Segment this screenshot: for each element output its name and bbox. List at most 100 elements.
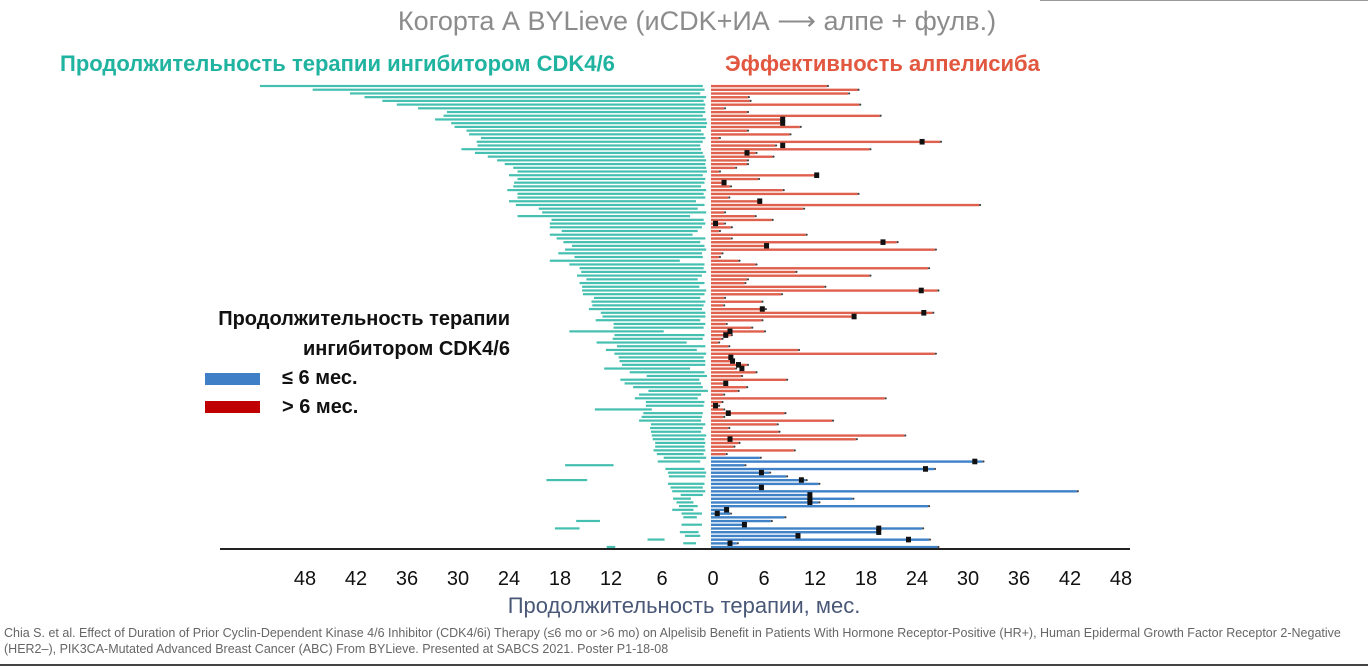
alpelisib-bar bbox=[711, 523, 745, 526]
alpelisib-bar bbox=[711, 267, 929, 270]
cdk46i-bar bbox=[650, 423, 706, 426]
alpelisib-bar bbox=[711, 293, 781, 296]
alpelisib-bar bbox=[711, 456, 760, 460]
progression-marker bbox=[757, 198, 763, 205]
x-tick-label: 36 bbox=[396, 568, 418, 590]
alpelisib-bar bbox=[711, 304, 724, 307]
cdk46i-bar bbox=[579, 267, 704, 270]
censor-marker bbox=[904, 434, 907, 437]
alpelisib-bar bbox=[711, 345, 729, 348]
censor-marker bbox=[824, 285, 827, 288]
censor-marker bbox=[718, 170, 722, 173]
cdk46i-bar bbox=[667, 482, 705, 485]
progression-marker bbox=[713, 220, 719, 227]
cdk46i-bar bbox=[312, 88, 705, 91]
cdk46i-bar bbox=[497, 159, 707, 162]
alpelisib-bar bbox=[711, 159, 747, 162]
progression-marker bbox=[923, 466, 928, 472]
alpelisib-bar bbox=[711, 490, 1077, 493]
cdk46i-bar bbox=[582, 293, 705, 296]
x-axis-label-text: Продолжительность терапии, мес. bbox=[507, 593, 861, 618]
progression-marker bbox=[758, 484, 764, 491]
alpelisib-bar bbox=[711, 434, 905, 437]
alpelisib-bar bbox=[711, 400, 722, 404]
cdk46i-bar bbox=[469, 133, 704, 136]
cdk46i-bar bbox=[480, 136, 706, 140]
censor-marker bbox=[978, 203, 982, 207]
censor-marker bbox=[927, 505, 931, 508]
cdk46i-bar bbox=[443, 114, 703, 117]
censor-marker bbox=[939, 140, 943, 143]
alpelisib-bar bbox=[711, 497, 853, 500]
censor-marker bbox=[754, 215, 757, 218]
cdk46i-bar bbox=[613, 322, 706, 326]
cdk46i-bar bbox=[683, 516, 697, 519]
censor-marker bbox=[859, 103, 862, 106]
cdk46i-bar bbox=[600, 311, 706, 314]
cdk46i-bar bbox=[592, 304, 704, 307]
cdk46i-bar bbox=[571, 244, 705, 247]
x-tick-label: 42 bbox=[1059, 568, 1081, 590]
alpelisib-bar bbox=[711, 542, 737, 545]
censor-marker bbox=[869, 274, 872, 277]
alpelisib-bar bbox=[711, 545, 938, 549]
progression-marker bbox=[780, 116, 786, 123]
censor-marker bbox=[857, 192, 860, 195]
alpelisib-bar bbox=[711, 125, 800, 129]
censor-marker bbox=[746, 363, 750, 366]
alpelisib-bar bbox=[711, 92, 849, 95]
censor-marker bbox=[795, 270, 798, 273]
cdk46i-bar bbox=[509, 200, 696, 203]
progression-marker bbox=[714, 510, 720, 517]
alpelisib-bar bbox=[711, 296, 725, 300]
alpelisib-bar bbox=[711, 363, 747, 367]
alpelisib-bar bbox=[711, 133, 790, 136]
alpelisib-bar bbox=[711, 538, 929, 541]
censor-marker bbox=[725, 452, 728, 456]
cdk46i-bar bbox=[591, 300, 706, 303]
censor-marker bbox=[896, 241, 899, 244]
cdk46i-bar bbox=[435, 118, 707, 121]
legend-label-le6: ≤ 6 мес. bbox=[282, 367, 358, 389]
cdk46i-bar bbox=[652, 438, 705, 441]
alpelisib-bar bbox=[711, 148, 870, 151]
progression-marker bbox=[736, 362, 741, 368]
alpelisib-bar bbox=[711, 534, 798, 538]
censor-marker bbox=[805, 478, 808, 482]
censor-marker bbox=[797, 348, 801, 352]
censor-marker bbox=[771, 218, 774, 221]
alpelisib-bar bbox=[711, 438, 856, 441]
alpelisib-bar bbox=[711, 177, 759, 181]
cdk46i-bar bbox=[579, 281, 705, 285]
alpelisib-bar bbox=[711, 397, 885, 400]
x-tick-label: 48 bbox=[294, 568, 316, 590]
censor-marker bbox=[1076, 490, 1079, 493]
alpelisib-bar bbox=[711, 174, 817, 177]
cdk46i-bar bbox=[620, 378, 700, 381]
cdk46i-bar bbox=[549, 226, 702, 229]
censor-marker bbox=[799, 125, 802, 128]
cdk46i-bar bbox=[613, 326, 704, 329]
censor-marker bbox=[723, 211, 727, 214]
censor-marker bbox=[755, 371, 758, 374]
cdk46i-bar bbox=[551, 218, 704, 221]
censor-marker bbox=[755, 263, 758, 266]
progression-marker bbox=[880, 239, 886, 245]
cdk46i-bar bbox=[663, 456, 707, 459]
cdk46i-bar bbox=[476, 140, 703, 143]
censor-marker bbox=[831, 419, 835, 422]
cdk46i-bar bbox=[665, 467, 705, 471]
alpelisib-bar bbox=[711, 486, 762, 489]
censor-marker bbox=[737, 389, 740, 392]
cdk46i-bar bbox=[574, 255, 703, 259]
cdk46i-bar bbox=[364, 96, 707, 99]
censor-marker bbox=[718, 255, 722, 259]
alpelisib-bar bbox=[711, 103, 860, 106]
slide-title: Когорта А BYLieve (иCDK+ИА ⟶ алпе + фулв… bbox=[397, 6, 997, 36]
alpelisib-bar bbox=[711, 516, 785, 519]
progression-marker bbox=[919, 138, 925, 145]
alpelisib-bar bbox=[711, 252, 722, 255]
alpelisib-bar bbox=[711, 229, 719, 233]
alpelisib-bar bbox=[711, 475, 787, 478]
alpelisib-bar bbox=[711, 348, 798, 352]
